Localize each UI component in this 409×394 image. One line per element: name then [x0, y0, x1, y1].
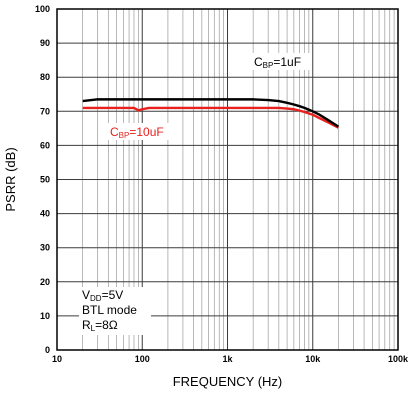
y-tick-label: 60: [40, 140, 50, 150]
y-tick-label: 20: [40, 277, 50, 287]
y-tick-label: 50: [40, 175, 50, 185]
y-axis-title: PSRR (dB): [3, 147, 18, 211]
condition-rl-value: =8Ω: [95, 318, 118, 332]
condition-rl-sub: L: [91, 324, 96, 333]
condition-rl: RL=8Ω: [82, 318, 118, 333]
condition-vdd-sub: DD: [90, 294, 102, 303]
condition-mode: BTL mode: [82, 303, 137, 317]
conditions-box: [79, 287, 151, 335]
x-tick-labels: 10 100 1k 10k 100k: [52, 354, 409, 364]
condition-vdd-main: V: [82, 288, 90, 302]
y-tick-label: 40: [40, 209, 50, 219]
major-gridlines: [57, 9, 398, 350]
legend-cbp10-background: [106, 123, 174, 140]
legend-cbp1-background: [250, 53, 312, 70]
x-axis-title: FREQUENCY (Hz): [173, 374, 283, 389]
y-tick-label: 10: [40, 311, 50, 321]
x-tick-label: 100: [135, 354, 150, 364]
legend-cbp1uf-label: CBP=1uF: [254, 55, 301, 70]
plot-frame: [56, 8, 399, 351]
legend-cbp1uf-main: C: [254, 55, 263, 69]
series-line-cbp-10uf: [82, 106, 339, 129]
series-line-cbp-1uf: [82, 98, 340, 128]
y-tick-label: 70: [40, 106, 50, 116]
x-tick-label: 1k: [222, 354, 233, 364]
x-tick-label: 100k: [388, 354, 409, 364]
y-tick-label: 90: [40, 38, 50, 48]
condition-vdd-value: =5V: [102, 288, 124, 302]
condition-vdd: VDD=5V: [82, 288, 123, 303]
series-layer: [82, 98, 340, 129]
legend-cbp10uf-label: CBP=10uF: [110, 125, 164, 140]
legend-cbp10uf-main: C: [110, 125, 119, 139]
y-tick-label: 80: [40, 72, 50, 82]
y-tick-label: 0: [45, 345, 50, 355]
legend-cbp10uf-value: =10uF: [129, 125, 163, 139]
x-tick-label: 10: [52, 354, 62, 364]
legend-cbp1uf-sub: BP: [263, 61, 274, 70]
legend-cbp1uf-value: =1uF: [273, 55, 301, 69]
y-tick-label: 100: [35, 4, 50, 14]
condition-rl-main: R: [82, 318, 91, 332]
y-tick-labels: 0 10 20 30 40 50 60 70 80 90 100: [35, 4, 50, 355]
legend-cbp10uf-sub: BP: [119, 131, 130, 140]
y-tick-label: 30: [40, 243, 50, 253]
x-tick-label: 10k: [305, 354, 321, 364]
